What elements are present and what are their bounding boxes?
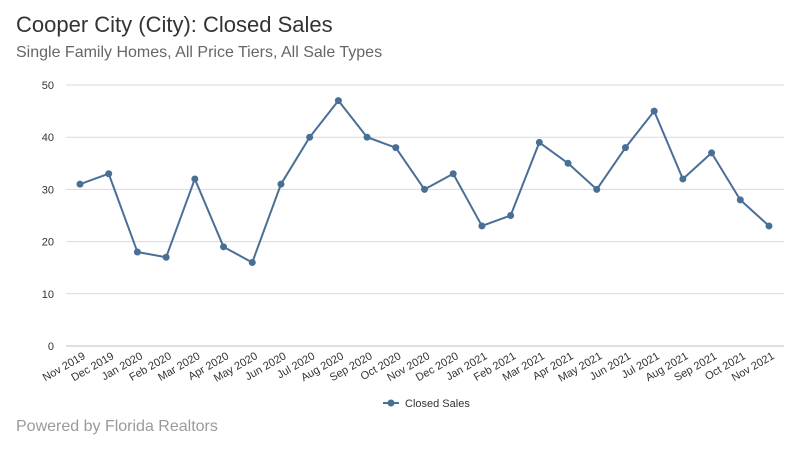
y-axis-ticks: 0 10 20 30 40 50 <box>42 80 54 353</box>
data-point[interactable] <box>392 144 400 152</box>
data-point[interactable] <box>564 159 572 167</box>
data-point[interactable] <box>507 212 515 219</box>
y-tick-label: 40 <box>42 132 54 144</box>
y-tick-label: 30 <box>42 184 54 196</box>
data-point[interactable] <box>277 180 285 188</box>
data-point[interactable] <box>162 253 170 261</box>
y-tick-label: 10 <box>42 289 54 301</box>
data-point[interactable] <box>220 243 228 251</box>
grid-lines <box>66 84 784 347</box>
data-point[interactable] <box>765 222 773 230</box>
y-tick-label: 0 <box>48 341 54 353</box>
data-point[interactable] <box>708 149 716 157</box>
data-point[interactable] <box>334 97 342 105</box>
y-tick-label: 50 <box>42 80 54 92</box>
chart-title: Cooper City (City): Closed Sales <box>16 12 333 37</box>
legend-marker <box>387 399 395 407</box>
data-point[interactable] <box>449 170 457 178</box>
data-point[interactable] <box>478 222 486 230</box>
data-point[interactable] <box>191 175 199 183</box>
chart-subtitle: Single Family Homes, All Price Tiers, Al… <box>16 44 383 61</box>
data-point[interactable] <box>105 170 113 178</box>
series-line <box>79 99 770 264</box>
y-tick-label: 20 <box>42 237 54 249</box>
data-point[interactable] <box>621 144 629 152</box>
data-point[interactable] <box>421 185 428 193</box>
powered-by-credit: Powered by Florida Realtors <box>16 418 218 435</box>
data-point[interactable] <box>248 258 256 266</box>
data-point[interactable] <box>736 196 744 204</box>
data-point[interactable] <box>306 133 314 141</box>
data-point[interactable] <box>76 180 84 188</box>
data-point[interactable] <box>593 185 601 193</box>
data-point[interactable] <box>363 133 371 141</box>
data-point[interactable] <box>133 248 141 256</box>
data-point[interactable] <box>650 107 658 115</box>
legend-label[interactable]: Closed Sales <box>405 398 470 410</box>
data-point[interactable] <box>679 175 687 183</box>
series-closed-sales <box>76 97 773 266</box>
legend[interactable]: Closed Sales <box>383 398 470 410</box>
data-point[interactable] <box>535 138 543 146</box>
